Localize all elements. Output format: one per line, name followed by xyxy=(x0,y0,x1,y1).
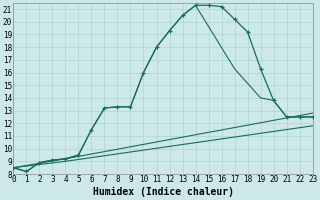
X-axis label: Humidex (Indice chaleur): Humidex (Indice chaleur) xyxy=(92,187,234,197)
